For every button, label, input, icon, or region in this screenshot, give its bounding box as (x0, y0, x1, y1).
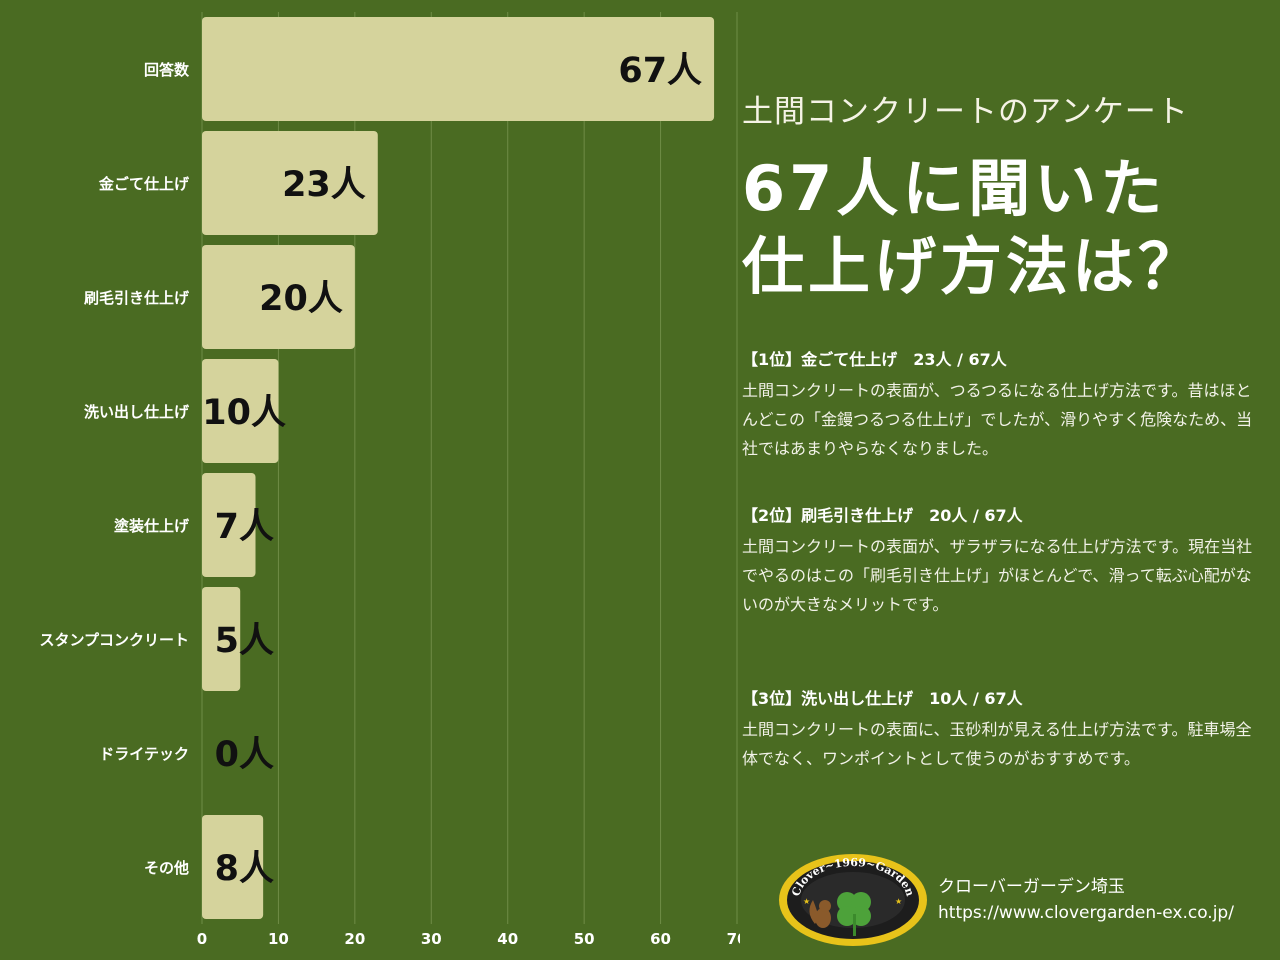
bar (202, 245, 355, 349)
page-title: 67人に聞いた 仕上げ方法は？ (742, 150, 1262, 306)
bar (202, 359, 279, 463)
bar (202, 473, 256, 577)
category-label: スタンプコンクリート (39, 631, 189, 649)
squirrel-icon (809, 900, 831, 928)
rank-2-block: 【2位】刷毛引き仕上げ 20人 / 67人 土間コンクリートの表面が、ザラザラに… (742, 502, 1262, 619)
bar (202, 587, 241, 691)
clover-leaf-icon (837, 892, 871, 936)
rank-2-description: 土間コンクリートの表面が、ザラザラになる仕上げ方法です。現在当社でやるのはこの「… (742, 537, 1253, 614)
category-label: 洗い出し仕上げ (84, 403, 190, 421)
category-label: その他 (144, 859, 189, 877)
title-line-1: 67人に聞いた (742, 152, 1167, 225)
data-label: 0人 (215, 735, 274, 775)
survey-heading: 土間コンクリートのアンケート (742, 94, 1189, 130)
category-label: 刷毛引き仕上げ (84, 289, 190, 307)
bar (202, 815, 264, 919)
rank-1-heading: 【1位】金ごて仕上げ 23人 / 67人 (742, 350, 1007, 369)
category-label: 金ごて仕上げ (98, 175, 190, 193)
x-tick-label: 40 (497, 930, 518, 948)
title-line-2: 仕上げ方法は？ (742, 230, 1205, 303)
rank-3-block: 【3位】洗い出し仕上げ 10人 / 67人 土間コンクリートの表面に、玉砂利が見… (742, 685, 1262, 773)
category-label: ドライテック (99, 745, 189, 763)
rank-3-description: 土間コンクリートの表面に、玉砂利が見える仕上げ方法です。駐車場全体でなく、ワンポ… (742, 720, 1252, 768)
rank-2-heading: 【2位】刷毛引き仕上げ 20人 / 67人 (742, 506, 1023, 525)
bar (202, 131, 378, 235)
clover-garden-logo: Clover~1969~Garden ★ ★ (779, 854, 927, 946)
data-label: 67人 (618, 51, 702, 91)
rank-1-description: 土間コンクリートの表面が、つるつるになる仕上げ方法です。昔はほとんどこの「金鏝つ… (742, 381, 1253, 458)
company-name: クローバーガーデン埼玉 (938, 877, 1125, 897)
x-tick-label: 50 (574, 930, 595, 948)
data-label: 8人 (215, 849, 274, 889)
category-label: 回答数 (144, 61, 190, 79)
svg-text:★: ★ (803, 897, 810, 906)
category-label: 塗装仕上げ (114, 517, 190, 535)
data-label: 23人 (282, 165, 366, 205)
x-tick-label: 20 (344, 930, 365, 948)
company-url[interactable]: https://www.clovergarden-ex.co.jp/ (938, 903, 1234, 923)
x-tick-label: 10 (268, 930, 289, 948)
x-tick-label: 0 (197, 930, 207, 948)
data-label: 7人 (215, 507, 274, 547)
data-label: 10人 (202, 393, 286, 433)
data-label: 5人 (215, 621, 274, 661)
data-label: 20人 (259, 279, 343, 319)
x-tick-label: 70 (727, 930, 740, 948)
rank-3-heading: 【3位】洗い出し仕上げ 10人 / 67人 (742, 689, 1023, 708)
x-tick-label: 60 (650, 930, 671, 948)
x-tick-label: 30 (421, 930, 442, 948)
bar (202, 17, 715, 121)
svg-text:★: ★ (895, 897, 902, 906)
rank-1-block: 【1位】金ごて仕上げ 23人 / 67人 土間コンクリートの表面が、つるつるにな… (742, 346, 1262, 463)
